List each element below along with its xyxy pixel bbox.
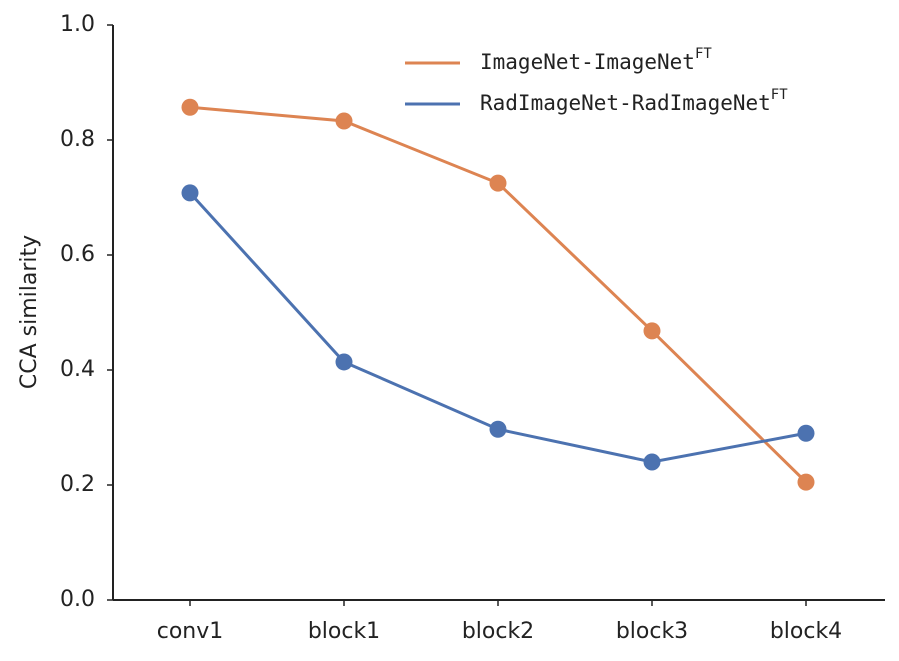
point xyxy=(181,184,199,202)
y-tick-label: 0.6 xyxy=(60,242,95,267)
point xyxy=(489,174,507,192)
y-axis-label: CCA similarity xyxy=(17,235,42,389)
x-tick-label: block4 xyxy=(770,619,842,644)
legend-label: RadImageNet-RadImageNetFT xyxy=(480,87,788,115)
legend-superscript: FT xyxy=(695,46,712,62)
point xyxy=(797,424,815,442)
point xyxy=(181,98,199,116)
legend-superscript: FT xyxy=(771,87,788,103)
y-tick-label: 0.0 xyxy=(60,587,95,612)
x-tick-label: block3 xyxy=(616,619,688,644)
legend-name: ImageNet-ImageNet xyxy=(480,50,695,74)
x-tick-label: block1 xyxy=(308,619,380,644)
point xyxy=(335,353,353,371)
point xyxy=(643,322,661,340)
legend: ImageNet-ImageNetFTRadImageNet-RadImageN… xyxy=(405,46,788,115)
legend-label: ImageNet-ImageNetFT xyxy=(480,46,712,74)
point xyxy=(335,112,353,130)
point xyxy=(797,473,815,491)
y-tick-label: 0.4 xyxy=(60,357,95,382)
x-tick-label: conv1 xyxy=(157,619,224,644)
y-tick-label: 0.2 xyxy=(60,472,95,497)
y-tick-label: 1.0 xyxy=(60,12,95,37)
x-tick-label: block2 xyxy=(462,619,534,644)
y-tick-label: 0.8 xyxy=(60,127,95,152)
legend-name: RadImageNet-RadImageNet xyxy=(480,91,771,115)
point xyxy=(489,420,507,438)
point xyxy=(643,453,661,471)
